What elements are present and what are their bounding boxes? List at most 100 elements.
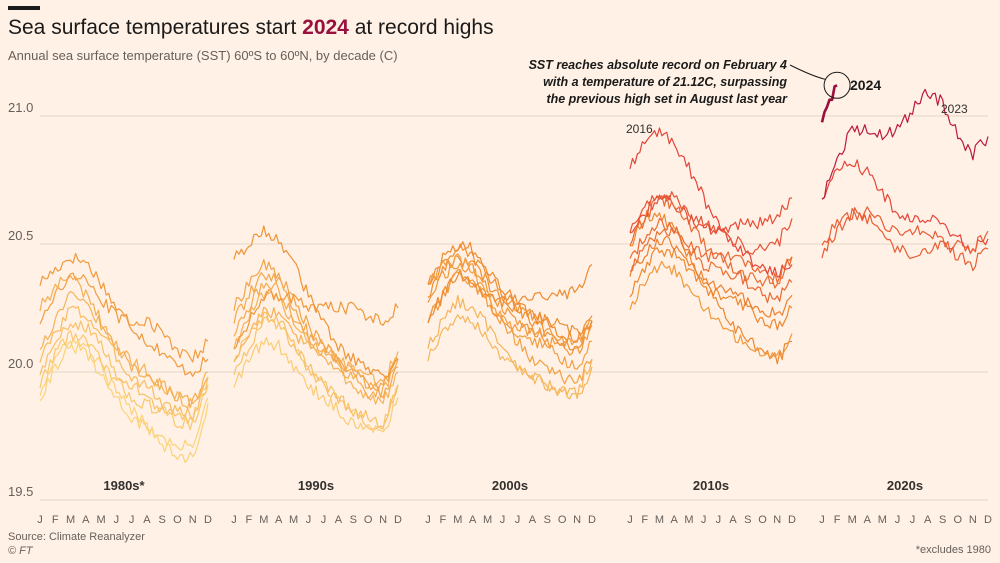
series-line-1996 bbox=[233, 337, 399, 433]
month-label: J bbox=[515, 514, 521, 526]
month-label: M bbox=[97, 514, 106, 526]
chart-title: Sea surface temperatures start 2024 at r… bbox=[8, 16, 494, 40]
series-line-2004 bbox=[427, 262, 593, 356]
series-line-1982 bbox=[39, 291, 209, 409]
month-label: M bbox=[848, 514, 857, 526]
month-label: F bbox=[246, 514, 253, 526]
month-label: S bbox=[939, 514, 946, 526]
month-label: M bbox=[259, 514, 268, 526]
month-label: F bbox=[440, 514, 447, 526]
month-label: M bbox=[684, 514, 693, 526]
month-label: O bbox=[364, 514, 373, 526]
month-label: J bbox=[701, 514, 707, 526]
series-line-1989 bbox=[39, 320, 209, 425]
month-label: J bbox=[114, 514, 120, 526]
series-line-2014 bbox=[629, 218, 793, 285]
label-2023: 2023 bbox=[941, 102, 968, 116]
y-tick-label: 21.0 bbox=[8, 100, 33, 115]
series-line-2012 bbox=[629, 247, 793, 331]
decade-label: 2020s bbox=[887, 478, 923, 493]
series-line-1987 bbox=[39, 272, 209, 363]
decade-label: 2010s bbox=[693, 478, 729, 493]
month-label: S bbox=[544, 514, 551, 526]
series-line-2024 bbox=[820, 84, 838, 123]
month-label: D bbox=[588, 514, 596, 526]
series-line-1985 bbox=[39, 340, 209, 451]
series-line-2001 bbox=[427, 271, 593, 370]
month-label: D bbox=[394, 514, 402, 526]
month-label: J bbox=[37, 514, 43, 526]
month-label: M bbox=[483, 514, 492, 526]
series-line-2005 bbox=[427, 241, 593, 343]
series-line-1991 bbox=[233, 281, 399, 400]
series-line-1986 bbox=[39, 330, 209, 431]
month-label: J bbox=[321, 514, 327, 526]
annotation-line-1: SST reaches absolute record on February … bbox=[529, 58, 787, 72]
month-label: A bbox=[729, 514, 737, 526]
series-line-1997 bbox=[233, 289, 399, 350]
series-line-2000 bbox=[427, 295, 593, 400]
credit-note: © FT bbox=[8, 545, 33, 557]
month-label: J bbox=[129, 514, 135, 526]
month-label: A bbox=[143, 514, 151, 526]
series-line-1988 bbox=[39, 275, 209, 409]
series-line-1990 bbox=[233, 290, 399, 405]
series-line-2008 bbox=[427, 314, 593, 400]
label-2016: 2016 bbox=[626, 122, 653, 136]
month-label: O bbox=[558, 514, 567, 526]
series-line-1998 bbox=[233, 225, 399, 379]
series-line-1995 bbox=[233, 272, 399, 399]
series-line-1992 bbox=[233, 259, 399, 391]
label-2024: 2024 bbox=[850, 77, 881, 93]
series-line-2019 bbox=[629, 191, 793, 255]
month-label: N bbox=[773, 514, 781, 526]
series-line-1983 bbox=[39, 252, 209, 377]
series-line-2016 bbox=[629, 127, 793, 278]
month-label: A bbox=[335, 514, 343, 526]
month-label: J bbox=[500, 514, 506, 526]
month-label: O bbox=[954, 514, 963, 526]
month-label: J bbox=[231, 514, 237, 526]
month-label: M bbox=[453, 514, 462, 526]
brand-bar bbox=[8, 6, 40, 10]
series-line-2013 bbox=[629, 235, 793, 318]
series-line-2009 bbox=[427, 264, 593, 323]
series-line-2021 bbox=[821, 206, 989, 272]
month-label: A bbox=[924, 514, 932, 526]
series-line-2018 bbox=[629, 226, 793, 289]
month-label: J bbox=[895, 514, 901, 526]
record-highlight-circle bbox=[823, 71, 851, 99]
month-label: A bbox=[671, 514, 679, 526]
decade-label: 1980s* bbox=[103, 478, 145, 493]
month-label: J bbox=[306, 514, 312, 526]
month-label: S bbox=[159, 514, 166, 526]
month-label: J bbox=[425, 514, 431, 526]
month-label: J bbox=[910, 514, 916, 526]
title-suffix: at record highs bbox=[348, 16, 494, 39]
month-label: D bbox=[788, 514, 796, 526]
y-tick-label: 20.5 bbox=[8, 228, 33, 243]
series-line-1999 bbox=[233, 311, 399, 428]
month-label: M bbox=[289, 514, 298, 526]
series-line-2007 bbox=[427, 253, 593, 385]
month-label: N bbox=[969, 514, 977, 526]
month-label: M bbox=[66, 514, 75, 526]
y-tick-label: 20.0 bbox=[8, 356, 33, 371]
series-line-1984 bbox=[39, 338, 209, 464]
month-label: N bbox=[379, 514, 387, 526]
month-label: F bbox=[52, 514, 59, 526]
month-label: N bbox=[573, 514, 581, 526]
month-label: J bbox=[716, 514, 722, 526]
title-highlight: 2024 bbox=[302, 16, 349, 39]
month-label: F bbox=[834, 514, 841, 526]
month-label: S bbox=[744, 514, 751, 526]
y-tick-label: 19.5 bbox=[8, 484, 33, 499]
month-label: A bbox=[275, 514, 283, 526]
series-line-2023 bbox=[821, 88, 989, 200]
month-label: A bbox=[82, 514, 90, 526]
month-label: N bbox=[189, 514, 197, 526]
source-note: Source: Climate Reanalyzer bbox=[8, 531, 145, 543]
title-prefix: Sea surface temperatures start bbox=[8, 16, 303, 39]
series-line-2022 bbox=[821, 207, 989, 260]
annotation-leader bbox=[789, 64, 826, 80]
